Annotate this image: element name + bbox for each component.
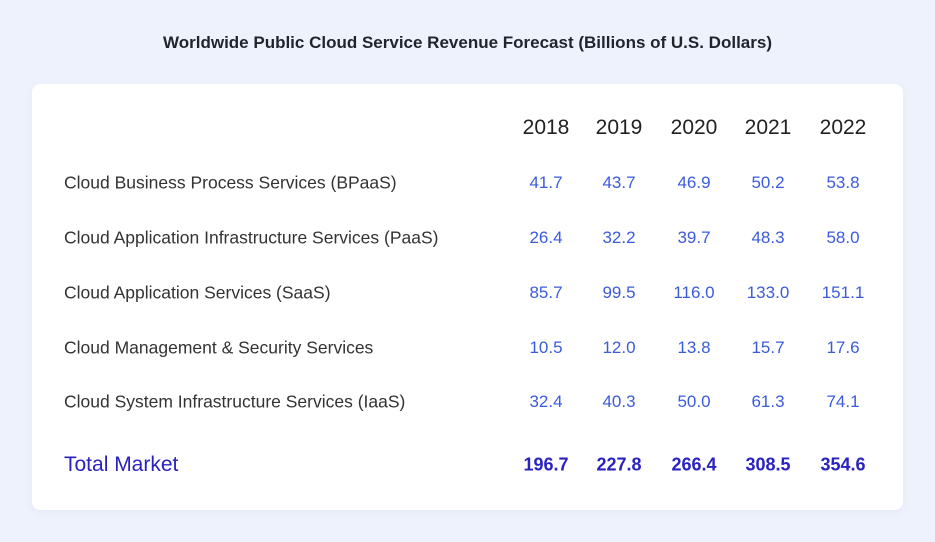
- table-cell: 26.4: [529, 228, 563, 247]
- total-cell: 308.5: [745, 454, 791, 475]
- table-cell: 50.0: [677, 392, 711, 411]
- chart-title: Worldwide Public Cloud Service Revenue F…: [163, 33, 772, 52]
- table-cell: 32.2: [602, 228, 636, 247]
- table-cell: 13.8: [677, 338, 711, 357]
- column-header-2020: 2020: [670, 116, 718, 139]
- table-cell: 74.1: [826, 392, 860, 411]
- row-label: Cloud Management & Security Services: [64, 337, 374, 358]
- table-cell: 10.5: [529, 338, 563, 357]
- table-cell: 48.3: [751, 228, 785, 247]
- table-cell: 17.6: [826, 338, 860, 357]
- row-label: Cloud Application Services (SaaS): [64, 282, 331, 303]
- table-cell: 116.0: [673, 283, 715, 302]
- total-cell: 227.8: [596, 454, 642, 475]
- table-cell: 50.2: [751, 173, 785, 192]
- column-header-2021: 2021: [744, 116, 792, 139]
- row-label: Cloud Application Infrastructure Service…: [64, 227, 439, 248]
- table-cell: 43.7: [602, 173, 636, 192]
- table-cell: 58.0: [826, 228, 860, 247]
- total-cell: 266.4: [671, 454, 717, 475]
- table-cell: 53.8: [826, 173, 860, 192]
- table-cell: 151.1: [821, 283, 865, 302]
- column-header-2018: 2018: [522, 116, 570, 139]
- row-label: Cloud System Infrastructure Services (Ia…: [64, 391, 406, 412]
- table-cell: 41.7: [529, 173, 563, 192]
- row-label: Cloud Business Process Services (BPaaS): [64, 172, 397, 193]
- table-cell: 15.7: [751, 338, 785, 357]
- total-cell: 354.6: [820, 454, 866, 475]
- table-cell: 40.3: [602, 392, 636, 411]
- table-cell: 61.3: [751, 392, 785, 411]
- table-cell: 46.9: [677, 173, 711, 192]
- total-cell: 196.7: [523, 454, 569, 475]
- total-label: Total Market: [64, 453, 179, 476]
- column-header-2022: 2022: [819, 116, 867, 139]
- table-card: 2018 2019 2020 2021 2022 Cloud Business Proce…: [32, 84, 903, 510]
- table-cell: 32.4: [529, 392, 563, 411]
- table-cell: 12.0: [602, 338, 636, 357]
- table-cell: 39.7: [677, 228, 711, 247]
- table-cell: 133.0: [746, 283, 790, 302]
- table-cell: 85.7: [529, 283, 563, 302]
- table-cell: 99.5: [602, 283, 636, 302]
- column-header-2019: 2019: [595, 116, 643, 139]
